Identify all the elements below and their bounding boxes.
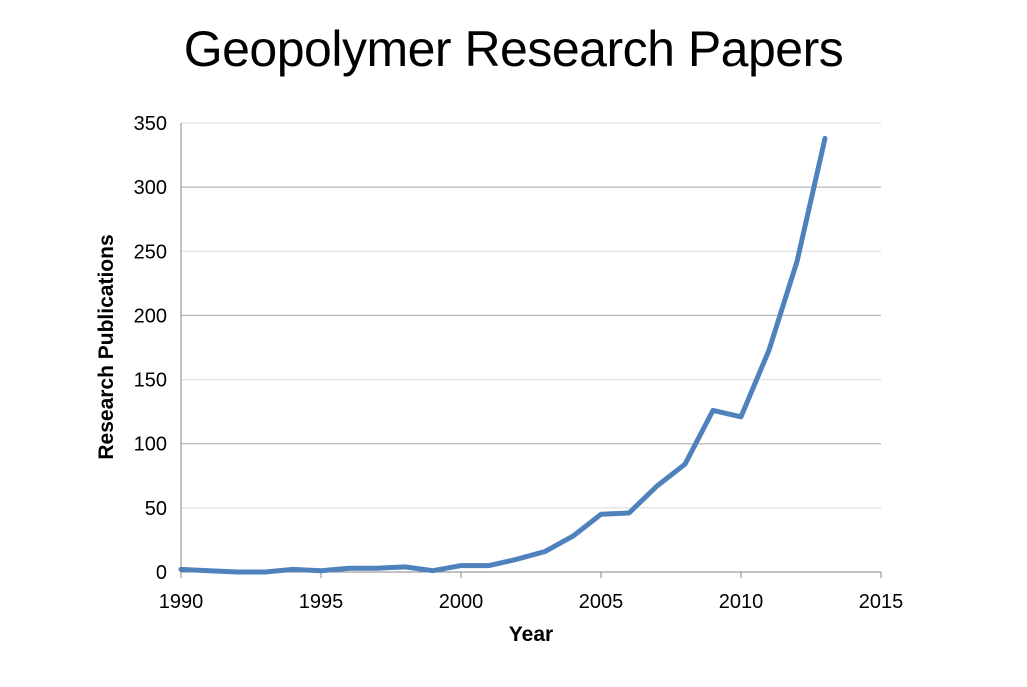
x-tick-labels: 1990 1995 2000 2005 2010 2015	[159, 591, 904, 613]
x-tick-label: 1990	[159, 591, 204, 613]
chart-title: Geopolymer Research Papers	[183, 21, 844, 77]
y-tick-label: 100	[134, 434, 167, 456]
x-tick-label: 2010	[719, 591, 764, 613]
series-line	[178, 135, 828, 575]
y-tick-label: 250	[134, 241, 167, 263]
y-tick-label: 50	[145, 498, 167, 520]
x-axis-title: Year	[509, 623, 553, 646]
y-tick-label: 150	[134, 370, 167, 392]
x-tick-label: 1995	[299, 591, 344, 613]
y-tick-labels: 0 50 100 150 200 250 300 350	[134, 113, 167, 584]
series-layer	[178, 135, 828, 575]
y-tick-label: 350	[134, 113, 167, 135]
gridlines	[181, 122, 881, 509]
axes	[180, 123, 882, 578]
x-tick-label: 2000	[439, 591, 484, 613]
y-tick-label: 200	[134, 305, 167, 327]
y-axis-title: Research Publications	[95, 234, 118, 459]
x-tick-label: 2005	[579, 591, 624, 613]
y-tick-label: 0	[156, 562, 167, 584]
y-tick-label: 300	[134, 177, 167, 199]
x-tick-label: 2015	[859, 591, 904, 613]
